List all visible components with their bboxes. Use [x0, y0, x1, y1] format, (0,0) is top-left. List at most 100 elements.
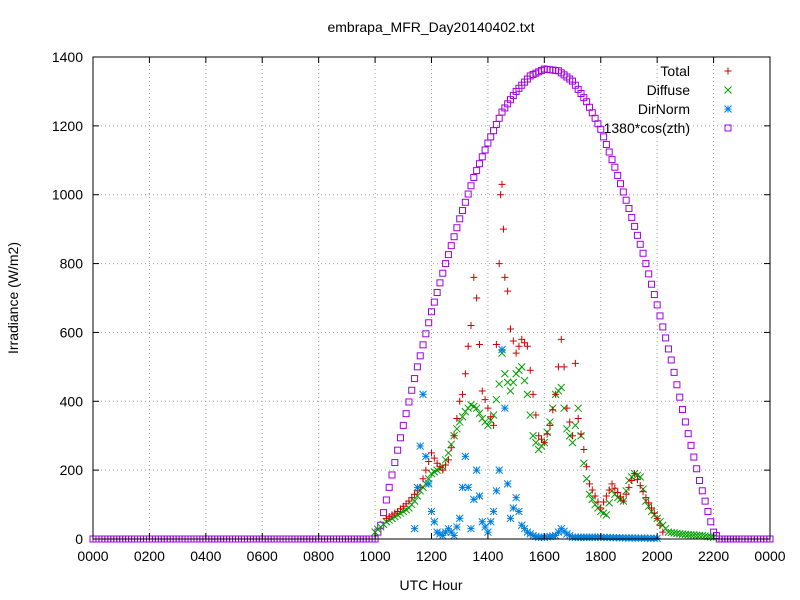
- x-tick-label: 1000: [360, 548, 391, 564]
- point-plus: [532, 411, 540, 419]
- point-cross: [492, 395, 501, 404]
- point-plus: [495, 260, 503, 268]
- point-plus: [560, 363, 568, 371]
- point-plus: [653, 514, 661, 522]
- point-star: [509, 504, 518, 512]
- point-cross: [574, 404, 583, 413]
- point-square: [676, 393, 684, 401]
- point-cross: [563, 424, 571, 433]
- point-cross: [500, 369, 509, 378]
- point-plus: [631, 470, 639, 478]
- point-square: [625, 204, 633, 212]
- x-tick-label: 1600: [529, 548, 560, 564]
- point-plus: [467, 322, 475, 330]
- point-plus: [470, 273, 478, 281]
- y-tick-label: 200: [60, 462, 84, 478]
- point-square: [413, 363, 421, 371]
- point-star: [506, 514, 515, 523]
- point-plus: [616, 493, 624, 501]
- point-plus: [419, 475, 427, 483]
- point-star: [416, 442, 425, 450]
- x-tick-label: 0200: [134, 548, 165, 564]
- point-plus: [546, 421, 554, 429]
- point-square: [495, 114, 503, 122]
- point-square: [670, 368, 678, 376]
- y-tick-label: 800: [60, 256, 84, 272]
- point-star: [515, 507, 523, 516]
- point-square: [391, 459, 399, 467]
- point-star: [464, 483, 473, 492]
- point-plus: [602, 492, 610, 500]
- point-square: [614, 171, 622, 179]
- point-square: [650, 291, 658, 299]
- point-cross: [517, 363, 526, 371]
- point-plus: [459, 390, 467, 398]
- point-star: [430, 517, 439, 526]
- point-square: [436, 279, 444, 287]
- point-cross: [568, 438, 577, 447]
- point-plus: [442, 461, 450, 469]
- point-plus: [499, 225, 507, 233]
- point-square: [622, 196, 630, 204]
- x-axis-label: UTC Hour: [399, 577, 462, 593]
- point-cross: [520, 376, 529, 385]
- point-square: [405, 398, 413, 406]
- point-plus: [444, 456, 452, 464]
- point-plus: [557, 335, 565, 343]
- point-cross: [557, 383, 566, 392]
- series-2: [410, 345, 662, 543]
- point-plus: [639, 488, 647, 496]
- point-cross: [458, 412, 467, 421]
- series-0: [382, 180, 667, 536]
- point-square: [396, 434, 404, 442]
- point-star: [481, 523, 489, 531]
- point-cross: [523, 390, 532, 399]
- point-plus: [497, 191, 505, 199]
- point-star: [450, 531, 458, 540]
- x-tick-label: 1800: [585, 548, 616, 564]
- point-cross: [506, 387, 515, 395]
- point-square: [385, 483, 393, 491]
- point-square: [645, 270, 653, 278]
- legend-label: DirNorm: [638, 101, 690, 117]
- point-square: [679, 406, 687, 414]
- point-plus: [633, 476, 641, 484]
- x-tick-label: 1400: [472, 548, 503, 564]
- point-star: [484, 528, 492, 536]
- point-plus: [580, 445, 588, 453]
- axes: 0000 0200 0400 0600 0800 1000 1200 1400 1600 1800…: [52, 49, 786, 564]
- point-square: [597, 125, 605, 133]
- point-square: [442, 260, 450, 268]
- point-star: [461, 452, 470, 461]
- point-star: [453, 523, 461, 531]
- point-star: [563, 529, 571, 538]
- x-tick-label: 2000: [642, 548, 673, 564]
- point-plus: [506, 325, 514, 333]
- point-plus: [540, 439, 548, 447]
- point-plus: [509, 337, 517, 345]
- point-star: [486, 517, 495, 526]
- point-plus: [487, 413, 495, 421]
- point-star: [458, 483, 467, 492]
- point-square: [698, 487, 706, 495]
- point-square: [411, 375, 419, 383]
- point-square: [639, 249, 647, 257]
- point-star: [529, 531, 537, 540]
- point-plus: [512, 349, 520, 357]
- point-plus: [552, 390, 560, 398]
- point-plus: [501, 273, 509, 281]
- point-star: [478, 517, 487, 526]
- point-plus: [600, 498, 608, 506]
- y-tick-label: 1000: [52, 187, 83, 203]
- point-star: [436, 529, 444, 538]
- point-square: [648, 280, 656, 288]
- point-plus: [645, 499, 653, 507]
- point-square: [690, 453, 698, 461]
- legend-marker: [724, 86, 732, 94]
- point-plus: [574, 415, 582, 422]
- y-axis-label: Irradiance (W/m2): [5, 242, 21, 354]
- point-cross: [509, 378, 518, 387]
- legend: Total Diffuse DirNorm 1380*cos(zth): [604, 63, 732, 136]
- point-square: [653, 301, 661, 309]
